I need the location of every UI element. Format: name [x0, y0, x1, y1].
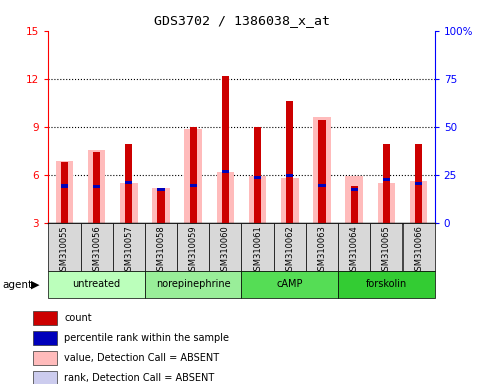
- Text: GSM310065: GSM310065: [382, 225, 391, 276]
- Text: forskolin: forskolin: [366, 279, 407, 289]
- Bar: [383, 178, 390, 181]
- Bar: [415, 185, 422, 223]
- Text: untreated: untreated: [72, 279, 121, 289]
- Text: GSM310057: GSM310057: [124, 225, 133, 276]
- Text: ▶: ▶: [31, 280, 40, 290]
- Bar: [338, 223, 370, 271]
- Text: GSM310062: GSM310062: [285, 225, 294, 276]
- Bar: [415, 144, 422, 223]
- Bar: [351, 186, 358, 223]
- Bar: [33, 371, 57, 384]
- Bar: [145, 271, 242, 298]
- Bar: [157, 189, 165, 223]
- Bar: [286, 101, 293, 223]
- Bar: [222, 76, 229, 223]
- Bar: [318, 184, 326, 187]
- Bar: [33, 331, 57, 345]
- Text: percentile rank within the sample: percentile rank within the sample: [64, 333, 229, 343]
- Bar: [222, 187, 229, 223]
- Bar: [48, 223, 81, 271]
- Bar: [351, 187, 358, 223]
- Bar: [254, 175, 261, 179]
- Bar: [157, 187, 165, 191]
- Bar: [274, 223, 306, 271]
- Text: GSM310059: GSM310059: [189, 225, 198, 276]
- Text: GSM310063: GSM310063: [317, 225, 327, 276]
- Bar: [33, 351, 57, 366]
- Text: norepinephrine: norepinephrine: [156, 279, 230, 289]
- Bar: [48, 271, 145, 298]
- Text: GSM310064: GSM310064: [350, 225, 359, 276]
- Text: value, Detection Call = ABSENT: value, Detection Call = ABSENT: [64, 353, 219, 363]
- Bar: [152, 187, 170, 223]
- Bar: [157, 188, 165, 223]
- Bar: [120, 183, 138, 223]
- Bar: [61, 184, 68, 187]
- Text: agent: agent: [2, 280, 32, 290]
- Bar: [383, 185, 390, 223]
- Bar: [61, 162, 68, 223]
- Text: GSM310061: GSM310061: [253, 225, 262, 276]
- Bar: [125, 181, 132, 184]
- Bar: [351, 187, 358, 191]
- Bar: [56, 161, 73, 223]
- Bar: [415, 182, 422, 185]
- Bar: [402, 223, 435, 271]
- Bar: [125, 144, 132, 223]
- Bar: [81, 223, 113, 271]
- Text: GSM310060: GSM310060: [221, 225, 230, 276]
- Bar: [145, 223, 177, 271]
- Bar: [286, 187, 293, 223]
- Bar: [242, 223, 274, 271]
- Text: GSM310055: GSM310055: [60, 225, 69, 276]
- Bar: [190, 186, 197, 223]
- Bar: [33, 311, 57, 325]
- Bar: [190, 184, 197, 187]
- Bar: [242, 271, 338, 298]
- Bar: [338, 271, 435, 298]
- Bar: [93, 185, 100, 188]
- Text: GSM310066: GSM310066: [414, 225, 423, 276]
- Bar: [113, 223, 145, 271]
- Bar: [254, 127, 261, 223]
- Bar: [370, 223, 402, 271]
- Text: count: count: [64, 313, 92, 323]
- Text: rank, Detection Call = ABSENT: rank, Detection Call = ABSENT: [64, 373, 214, 383]
- Bar: [249, 176, 267, 223]
- Bar: [125, 187, 132, 223]
- Bar: [88, 150, 105, 223]
- Bar: [222, 170, 229, 173]
- Bar: [281, 178, 298, 223]
- Bar: [383, 144, 390, 223]
- Bar: [313, 117, 331, 223]
- Bar: [286, 174, 293, 177]
- Bar: [177, 223, 209, 271]
- Text: cAMP: cAMP: [277, 279, 303, 289]
- Bar: [410, 181, 427, 223]
- Bar: [93, 152, 100, 223]
- Title: GDS3702 / 1386038_x_at: GDS3702 / 1386038_x_at: [154, 14, 329, 27]
- Bar: [378, 183, 395, 223]
- Bar: [209, 223, 242, 271]
- Bar: [61, 185, 68, 223]
- Bar: [190, 127, 197, 223]
- Bar: [185, 129, 202, 223]
- Text: GSM310056: GSM310056: [92, 225, 101, 276]
- Bar: [306, 223, 338, 271]
- Bar: [345, 176, 363, 223]
- Bar: [93, 186, 100, 223]
- Text: GSM310058: GSM310058: [156, 225, 166, 276]
- Bar: [318, 173, 326, 223]
- Bar: [318, 120, 326, 223]
- Bar: [254, 187, 261, 223]
- Bar: [216, 172, 234, 223]
